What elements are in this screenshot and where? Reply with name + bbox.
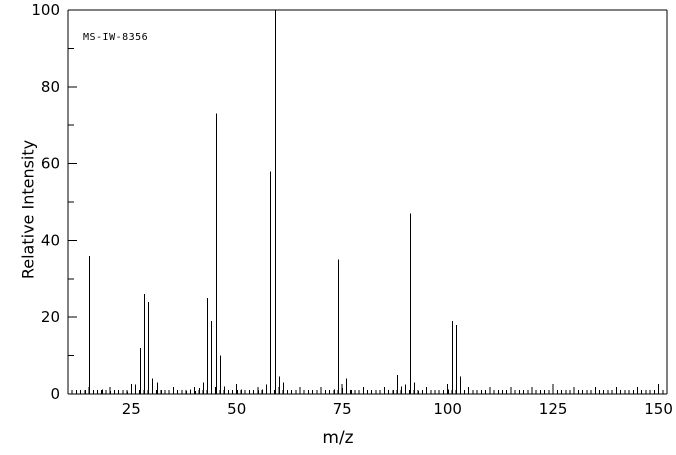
svg-text:75: 75 xyxy=(333,400,352,418)
x-axis-label: m/z xyxy=(322,428,354,448)
svg-text:80: 80 xyxy=(41,78,60,96)
x-axis-tick-labels: 25 50 75 100 125 150 xyxy=(122,400,673,418)
spectrum-id-watermark: MS-IW-8356 xyxy=(83,32,149,43)
y-axis-ticks xyxy=(68,9,77,395)
y-axis-tick-labels: 0 20 40 60 80 100 xyxy=(31,1,60,403)
svg-text:125: 125 xyxy=(539,400,568,418)
svg-text:100: 100 xyxy=(433,400,462,418)
y-axis-label: Relative Intensity xyxy=(18,139,38,280)
plot-frame xyxy=(67,9,668,395)
svg-text:20: 20 xyxy=(41,308,60,326)
svg-text:100: 100 xyxy=(31,1,60,19)
svg-text:40: 40 xyxy=(41,231,60,249)
spectrum-peaks xyxy=(85,10,461,394)
svg-text:25: 25 xyxy=(122,400,141,418)
svg-text:150: 150 xyxy=(644,400,673,418)
svg-text:60: 60 xyxy=(41,155,60,173)
x-axis-ticks xyxy=(67,384,668,394)
svg-text:0: 0 xyxy=(50,385,60,403)
svg-text:50: 50 xyxy=(227,400,246,418)
